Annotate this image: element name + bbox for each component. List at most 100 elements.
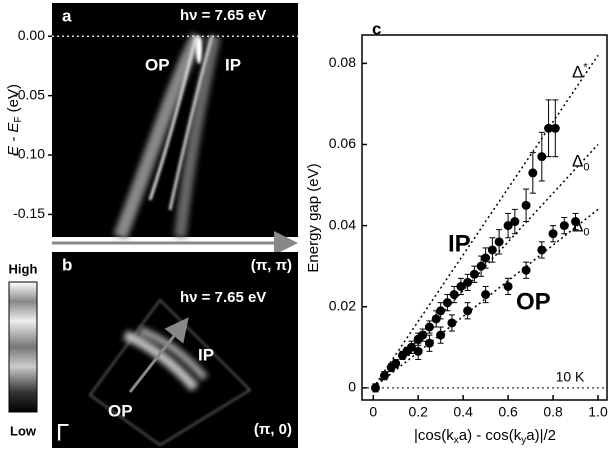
x-axis-label: |cos(kxa) - cos(kya)|/2 — [414, 427, 556, 446]
corner-label: (π, π) — [251, 257, 292, 274]
data-point — [406, 342, 416, 352]
label-subscript: y — [521, 435, 526, 446]
fit-label: Δ0 — [572, 152, 589, 173]
label-subscript: F — [13, 117, 24, 123]
x-tick-label: 0 — [369, 404, 377, 420]
label-part: E - E — [5, 122, 22, 156]
data-point — [548, 229, 558, 239]
fit-label: Δ0 — [572, 217, 589, 238]
series-label: IP — [448, 230, 471, 257]
label-part: a)|/2 — [526, 427, 556, 444]
data-point — [424, 322, 434, 332]
colorbar-label: Low — [10, 423, 37, 438]
data-point — [537, 245, 547, 255]
label-part: Δ — [572, 217, 583, 236]
data-point — [449, 290, 459, 300]
data-point — [436, 306, 446, 316]
y-tick-label: 0.08 — [329, 54, 356, 70]
annotation: hν = 7.65 eV — [180, 289, 266, 306]
label-part: (eV) — [5, 84, 22, 117]
data-point — [481, 253, 491, 263]
x-tick-label: 0.6 — [498, 404, 518, 420]
data-point — [521, 265, 531, 275]
data-point — [571, 217, 581, 227]
y-tick-label: -0.15 — [13, 205, 45, 221]
data-point — [424, 338, 434, 348]
data-point — [494, 237, 504, 247]
marker-label: OP — [108, 401, 133, 420]
x-tick-label: 0.8 — [543, 404, 563, 420]
y-tick-label: -0.10 — [13, 146, 45, 162]
data-point — [487, 245, 497, 255]
data-point — [447, 318, 457, 328]
annotation: hν = 7.65 eV — [180, 7, 266, 24]
band-lines — [148, 35, 214, 211]
fit-line — [372, 54, 599, 389]
temperature-label: 10 K — [556, 369, 585, 385]
cut-arrow — [128, 317, 189, 393]
panel-b: b (π, π) hν = 7.65 eV IP OP (π, 0) Γ Hig… — [8, 252, 298, 448]
data-point — [521, 200, 531, 210]
panel-label: c — [372, 19, 381, 38]
panel-c: c Energy gap (eV) |cos(kxa) - cos(kya)|/… — [305, 19, 608, 446]
data-point — [463, 277, 473, 287]
y-tick-label: 0.06 — [329, 135, 356, 151]
panel-a: a hν = 7.65 eV OP IP E - EF (eV) — [5, 3, 298, 255]
data-point — [503, 221, 513, 231]
y-tick-label: -0.05 — [13, 86, 45, 102]
y-tick-label: 0.02 — [329, 297, 356, 313]
y-tick-label: 0.00 — [18, 27, 45, 43]
panel-label: a — [62, 6, 72, 25]
data-point — [469, 269, 479, 279]
data-point — [528, 168, 538, 178]
data-point — [431, 314, 441, 324]
y-tick-label: 0 — [348, 379, 356, 395]
data-point — [413, 346, 423, 356]
label-part: Δ — [572, 63, 583, 82]
data-point — [442, 298, 452, 308]
label-script: * — [583, 61, 588, 73]
y-axis-label: E - EF (eV) — [5, 84, 24, 156]
x-tick-label: 0.4 — [453, 404, 473, 420]
data-point — [370, 383, 380, 393]
x-tick-label: 0.2 — [408, 404, 428, 420]
y-axis-label: Energy gap (eV) — [305, 163, 322, 272]
colorbar-label: High — [9, 261, 38, 276]
colorbar — [8, 281, 38, 413]
data-point — [391, 359, 401, 368]
data-point — [436, 330, 446, 340]
marker-label: OP — [145, 55, 170, 74]
plot-frame — [361, 34, 608, 401]
panel-label: b — [62, 255, 72, 274]
label-part: a) - cos(k — [459, 427, 522, 444]
data-point — [550, 123, 560, 133]
data-point — [510, 217, 520, 227]
data-point — [503, 281, 513, 291]
data-point — [544, 123, 554, 133]
label-part: Δ — [572, 152, 583, 171]
data-point — [476, 261, 486, 271]
label-part: |cos(k — [414, 427, 454, 444]
x-tick-label: 1.0 — [588, 404, 608, 420]
data-point — [537, 152, 547, 162]
series-label: OP — [516, 288, 551, 315]
marker-label: IP — [225, 55, 241, 74]
label-script: 0 — [583, 226, 589, 238]
y-tick-label: 0.04 — [329, 216, 356, 232]
data-point — [379, 371, 389, 381]
map-glow — [123, 326, 209, 392]
zone-outline — [88, 298, 252, 447]
label-script: 0 — [583, 161, 589, 173]
origin-label: Γ — [56, 419, 69, 446]
data-point — [463, 306, 473, 316]
marker-label: IP — [198, 345, 214, 364]
data-point — [418, 330, 428, 340]
fit-label: Δ* — [572, 61, 588, 82]
label-subscript: x — [454, 435, 459, 446]
data-point — [481, 290, 491, 300]
corner-label: (π, 0) — [254, 421, 292, 438]
data-point — [456, 281, 466, 291]
data-point — [559, 221, 569, 231]
